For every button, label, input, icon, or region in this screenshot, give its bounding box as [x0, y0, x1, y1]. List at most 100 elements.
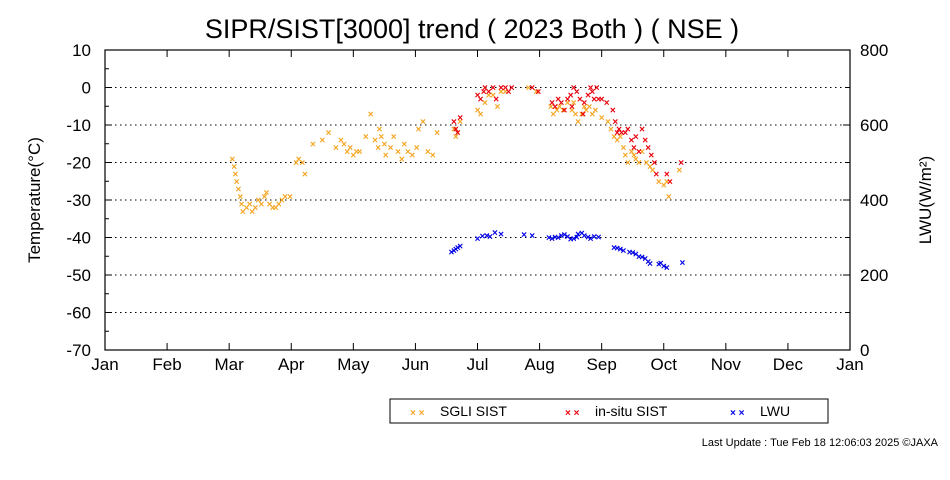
- point-lwu: ×: [457, 241, 463, 252]
- point-sgli-sist: ×: [434, 128, 440, 139]
- point-sgli-sist: ×: [557, 102, 563, 113]
- point-lwu: ×: [453, 244, 459, 255]
- point-sgli-sist: ×: [262, 192, 268, 203]
- chart-title: SIPR/SIST[3000] trend ( 2023 Both ) ( NS…: [205, 14, 739, 44]
- point-sgli-sist: ×: [569, 106, 575, 117]
- point-in-situ-sist: ×: [555, 94, 561, 105]
- point-in-situ-sist: ×: [457, 113, 463, 124]
- last-update-text: Last Update : Tue Feb 18 12:06:03 2025 ©…: [702, 437, 939, 449]
- point-in-situ-sist: ×: [478, 94, 484, 105]
- point-sgli-sist: ×: [643, 158, 649, 169]
- grid-lines: [105, 87, 850, 313]
- y2-tick-label: 0: [860, 341, 869, 360]
- point-sgli-sist: ×: [249, 207, 255, 218]
- point-in-situ-sist: ×: [481, 87, 487, 98]
- point-lwu: ×: [492, 228, 498, 239]
- point-lwu: ×: [596, 232, 602, 243]
- point-sgli-sist: ×: [636, 158, 642, 169]
- point-sgli-sist: ×: [344, 147, 350, 158]
- point-sgli-sist: ×: [420, 117, 426, 128]
- point-sgli-sist: ×: [620, 143, 626, 154]
- point-sgli-sist: ×: [247, 199, 253, 210]
- point-sgli-sist: ×: [416, 124, 422, 135]
- point-lwu: ×: [679, 258, 685, 269]
- point-in-situ-sist: ×: [596, 94, 602, 105]
- point-lwu: ×: [455, 243, 461, 254]
- point-in-situ-sist: ×: [645, 143, 651, 154]
- point-in-situ-sist: ×: [589, 87, 595, 98]
- point-sgli-sist: ×: [565, 98, 571, 109]
- point-sgli-sist: ×: [287, 192, 293, 203]
- point-in-situ-sist: ×: [678, 158, 684, 169]
- point-sgli-sist: ×: [579, 109, 585, 120]
- x-tick-label: Jul: [467, 355, 489, 374]
- point-sgli-sist: ×: [259, 199, 265, 210]
- point-lwu: ×: [529, 231, 535, 242]
- point-lwu: ×: [484, 231, 490, 242]
- point-in-situ-sist: ×: [652, 158, 658, 169]
- point-sgli-sist: ×: [276, 199, 282, 210]
- point-sgli-sist: ×: [666, 192, 672, 203]
- point-lwu: ×: [565, 232, 571, 243]
- point-in-situ-sist: ×: [625, 124, 631, 135]
- point-sgli-sist: ×: [350, 151, 356, 162]
- point-sgli-sist: ×: [255, 196, 261, 207]
- point-lwu: ×: [552, 232, 558, 243]
- point-sgli-sist: ×: [453, 132, 459, 143]
- point-sgli-sist: ×: [378, 132, 384, 143]
- point-lwu: ×: [656, 259, 662, 270]
- point-sgli-sist: ×: [573, 109, 579, 120]
- point-lwu: ×: [658, 259, 664, 270]
- point-sgli-sist: ×: [239, 199, 245, 210]
- point-sgli-sist: ×: [234, 177, 240, 188]
- point-sgli-sist: ×: [589, 109, 595, 120]
- point-sgli-sist: ×: [478, 109, 484, 120]
- point-sgli-sist: ×: [326, 128, 332, 139]
- point-lwu: ×: [647, 259, 653, 270]
- point-in-situ-sist: ×: [610, 106, 616, 117]
- point-sgli-sist: ×: [676, 166, 682, 177]
- x-tick-label: Aug: [524, 355, 554, 374]
- point-sgli-sist: ×: [498, 87, 504, 98]
- point-sgli-sist: ×: [482, 98, 488, 109]
- point-lwu: ×: [581, 231, 587, 242]
- point-sgli-sist: ×: [363, 132, 369, 143]
- point-sgli-sist: ×: [455, 128, 461, 139]
- point-sgli-sist: ×: [430, 151, 436, 162]
- y-tick-label: 0: [82, 79, 91, 98]
- point-sgli-sist: ×: [302, 169, 308, 180]
- point-sgli-sist: ×: [319, 136, 325, 147]
- point-in-situ-sist: ×: [631, 143, 637, 154]
- point-in-situ-sist: ×: [622, 128, 628, 139]
- point-sgli-sist: ×: [503, 87, 509, 98]
- y-tick-label: 10: [72, 41, 91, 60]
- point-sgli-sist: ×: [605, 117, 611, 128]
- x-tick-label: Feb: [152, 355, 181, 374]
- legend-box: [389, 398, 829, 424]
- point-lwu: ×: [611, 243, 617, 254]
- legend-label: LWU: [760, 403, 790, 419]
- point-sgli-sist: ×: [661, 181, 667, 192]
- point-in-situ-sist: ×: [664, 169, 670, 180]
- y2-tick-label: 800: [860, 41, 888, 60]
- point-sgli-sist: ×: [583, 106, 589, 117]
- y2-tick-label: 600: [860, 116, 888, 135]
- point-sgli-sist: ×: [236, 184, 242, 195]
- point-sgli-sist: ×: [639, 147, 645, 158]
- point-sgli-sist: ×: [244, 203, 250, 214]
- x-tick-label: May: [337, 355, 370, 374]
- point-in-situ-sist: ×: [619, 128, 625, 139]
- point-sgli-sist: ×: [405, 147, 411, 158]
- point-sgli-sist: ×: [383, 151, 389, 162]
- point-in-situ-sist: ×: [475, 91, 481, 102]
- point-in-situ-sist: ×: [577, 94, 583, 105]
- point-sgli-sist: ×: [273, 203, 279, 214]
- x-tick-label: Jan: [836, 355, 863, 374]
- x-tick-label: Jun: [402, 355, 429, 374]
- data-points: ×××××××××××××××××××××× ×××××× ××××××××××××…: [229, 83, 685, 274]
- y-tick-label: -40: [66, 229, 91, 248]
- point-lwu: ×: [475, 234, 481, 245]
- point-sgli-sist: ×: [310, 139, 316, 150]
- point-lwu: ×: [639, 253, 645, 264]
